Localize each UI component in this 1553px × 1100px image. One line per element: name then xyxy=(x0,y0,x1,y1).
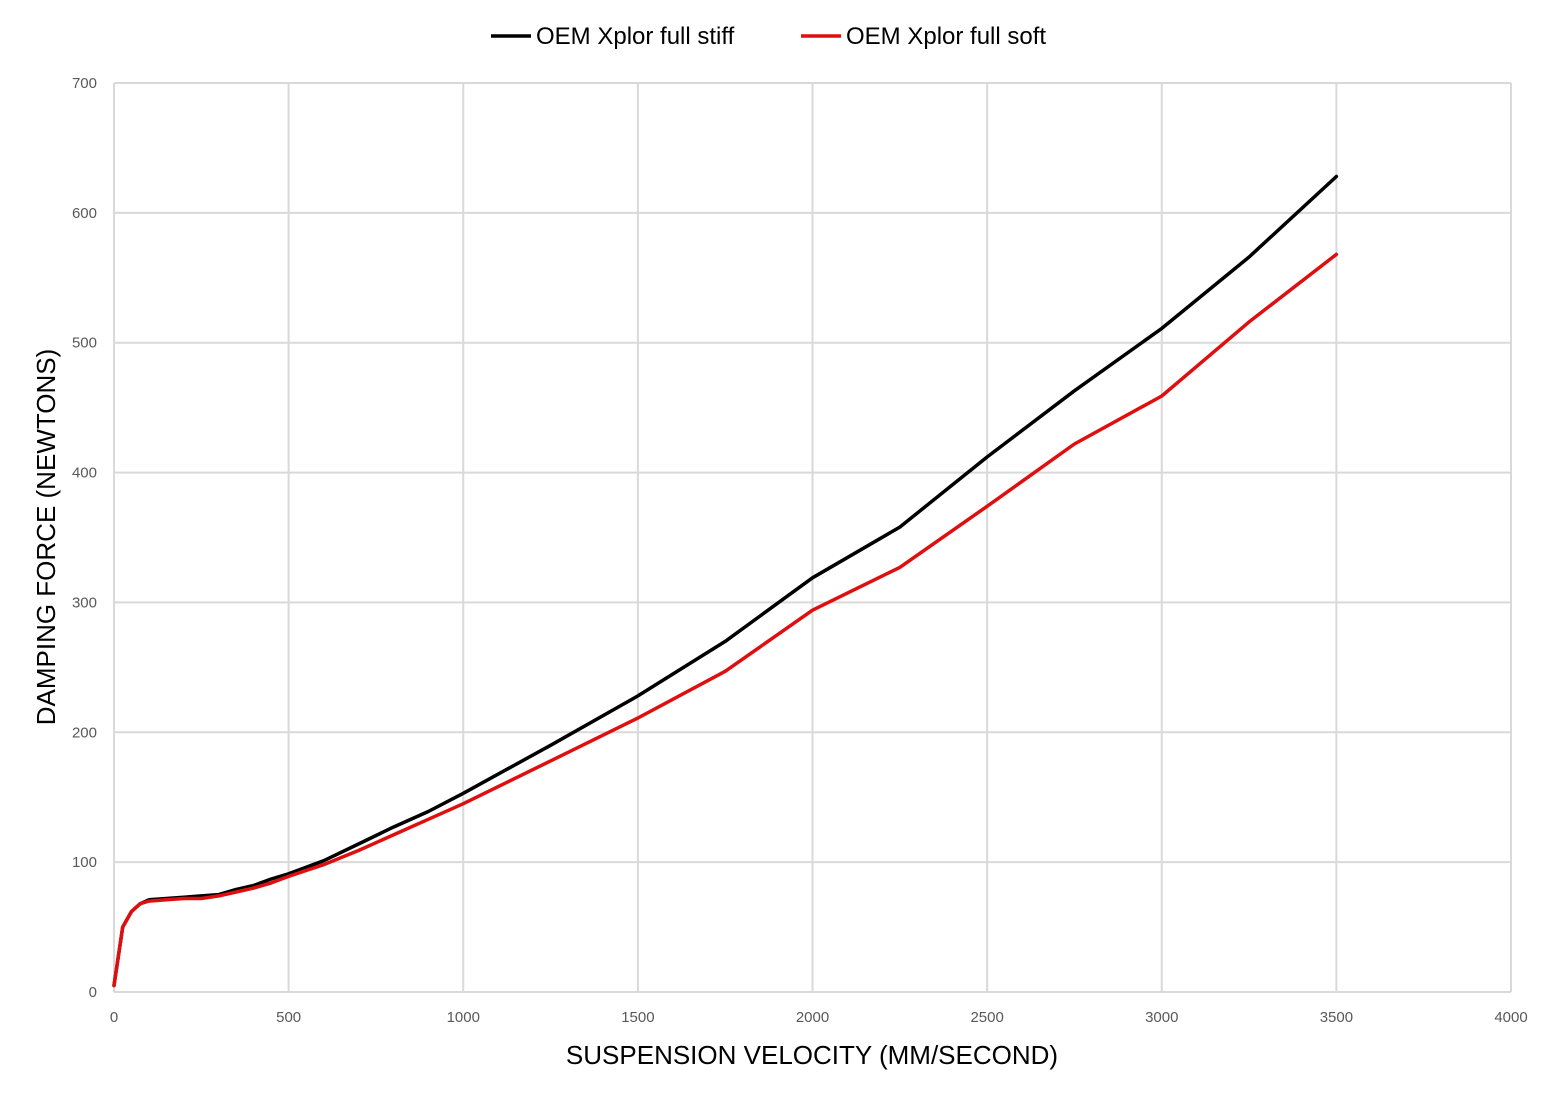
y-tick-label: 200 xyxy=(72,724,97,741)
y-tick-label: 700 xyxy=(72,75,97,92)
x-tick-label: 4000 xyxy=(1494,1009,1527,1026)
x-tick-label: 500 xyxy=(276,1009,301,1026)
y-tick-label: 100 xyxy=(72,854,97,871)
x-tick-label: 3000 xyxy=(1145,1009,1178,1026)
series-lines xyxy=(112,174,1339,988)
series-line-full-soft xyxy=(112,252,1339,988)
legend-item-full-soft: OEM Xplor full soft xyxy=(801,23,1046,50)
x-tick-label: 0 xyxy=(110,1009,118,1026)
legend-label: OEM Xplor full stiff xyxy=(536,23,735,50)
legend: OEM Xplor full stiff OEM Xplor full soft xyxy=(491,23,1046,50)
x-tick-label: 1000 xyxy=(447,1009,480,1026)
y-axis-title: DAMPING FORCE (NEWTONS) xyxy=(31,349,61,726)
legend-label: OEM Xplor full soft xyxy=(846,23,1046,50)
legend-item-full-stiff: OEM Xplor full stiff xyxy=(491,23,735,50)
x-tick-label: 2500 xyxy=(970,1009,1003,1026)
x-tick-label: 3500 xyxy=(1320,1009,1353,1026)
x-tick-label: 1500 xyxy=(621,1009,654,1026)
x-axis-title: SUSPENSION VELOCITY (MM/SECOND) xyxy=(566,1040,1058,1070)
x-tick-label: 2000 xyxy=(796,1009,829,1026)
tick-labels: 0 100 200 300 400 500 600 700 0 500 1000 1500 2000 25… xyxy=(72,75,1528,1026)
y-tick-label: 300 xyxy=(72,594,97,611)
y-tick-label: 0 xyxy=(89,984,97,1001)
gridlines xyxy=(113,82,1512,993)
y-tick-label: 500 xyxy=(72,335,97,352)
y-tick-label: 400 xyxy=(72,465,97,482)
series-line-full-stiff xyxy=(112,174,1339,988)
y-tick-label: 600 xyxy=(72,205,97,222)
